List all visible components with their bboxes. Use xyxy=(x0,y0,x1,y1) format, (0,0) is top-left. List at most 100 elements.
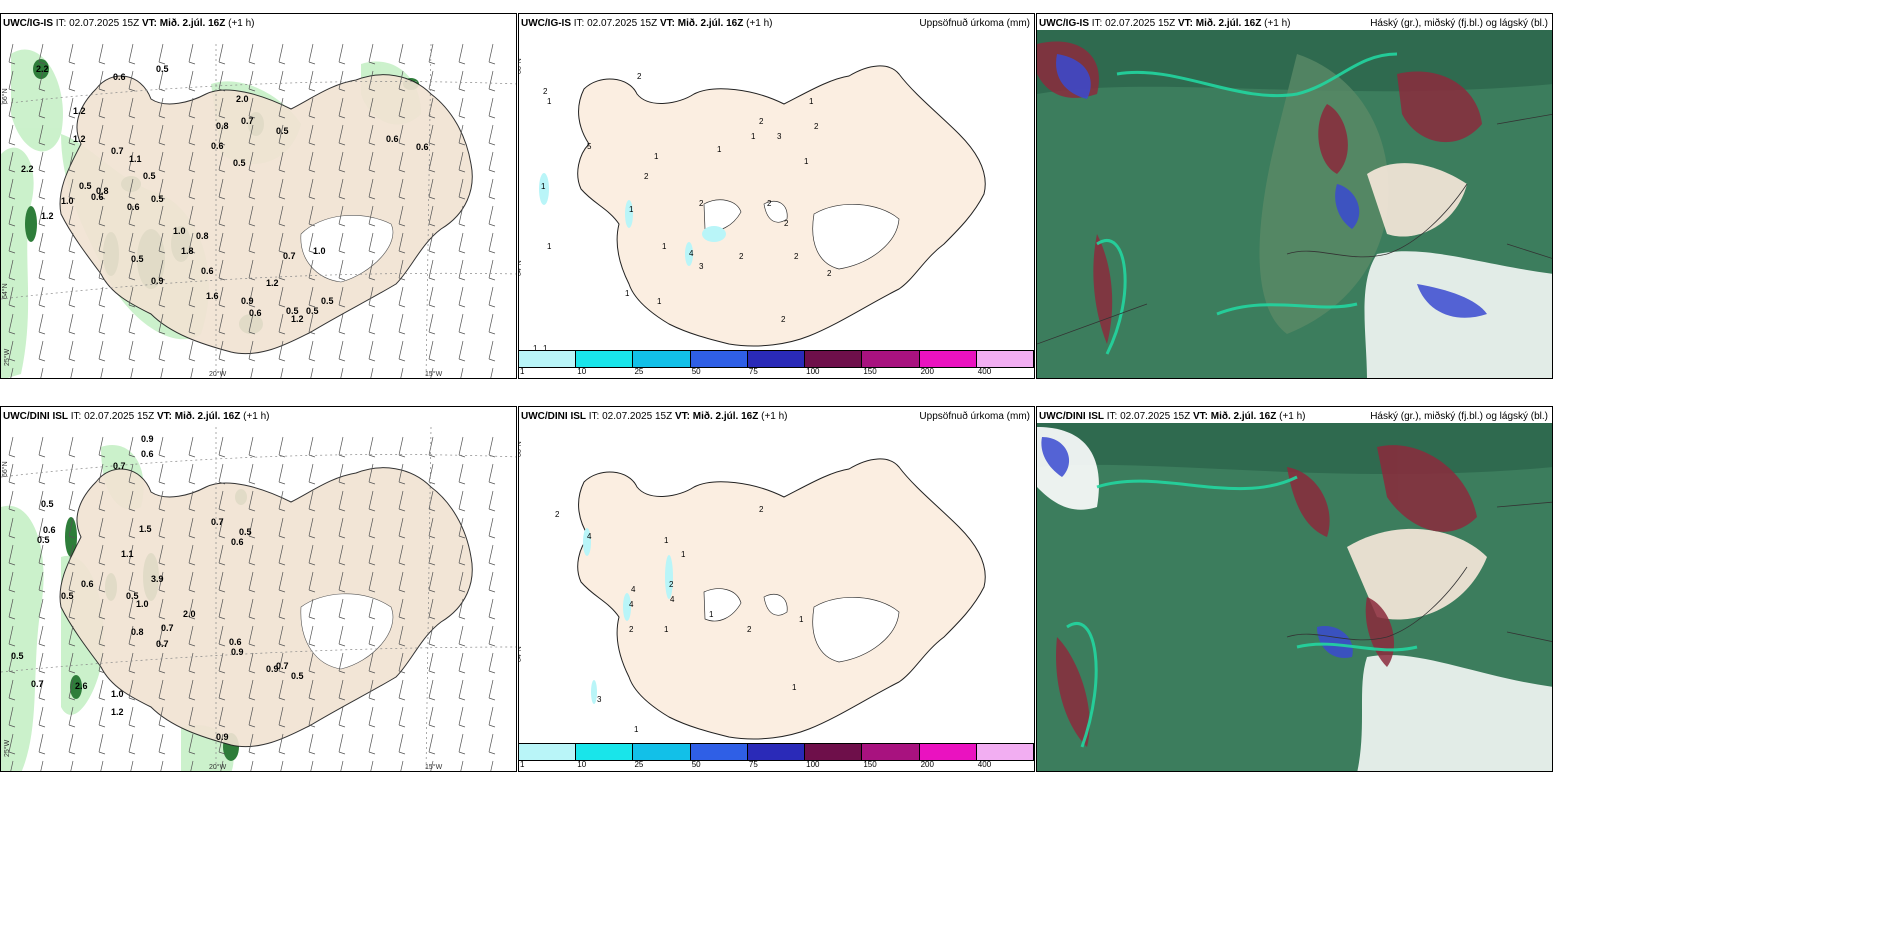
precip-value: 1 xyxy=(804,157,809,166)
wind-barb xyxy=(398,97,406,119)
wind-barbs xyxy=(8,43,496,378)
map-canvas[interactable]: 0.90.60.70.50.60.51.51.13.90.60.5 0.51.00… xyxy=(1,407,517,772)
precip-value: 1.2 xyxy=(291,314,304,324)
wind-barb xyxy=(428,652,436,674)
wind-barb xyxy=(368,679,376,701)
wind-barb xyxy=(158,340,166,362)
wind-barb xyxy=(308,436,316,458)
wind-barb xyxy=(218,232,226,254)
wind-barb xyxy=(70,367,74,378)
wind-barb xyxy=(338,679,346,701)
wind-barb xyxy=(188,544,196,566)
wind-barb xyxy=(68,178,76,200)
wind-barb xyxy=(338,652,346,674)
wind-barb xyxy=(188,436,196,458)
wind-barb xyxy=(8,286,16,308)
wind-barb xyxy=(158,625,166,647)
wind-barb xyxy=(398,463,406,485)
wind-barb xyxy=(10,760,14,771)
wind-barb xyxy=(218,97,226,119)
wind-barb xyxy=(128,232,136,254)
map-canvas[interactable] xyxy=(1037,407,1553,772)
wind-barb xyxy=(368,571,376,593)
wind-barb xyxy=(338,436,346,458)
precip-value: 0.6 xyxy=(249,308,262,318)
wind-barb xyxy=(428,259,436,281)
wind-barb xyxy=(428,490,436,512)
precip-value: 0.5 xyxy=(156,64,169,74)
wind-barb xyxy=(488,679,496,701)
wind-barb xyxy=(488,151,496,173)
precip-value: 0.6 xyxy=(211,141,224,151)
map-canvas[interactable]: 2 2 4 1 1 2 4 4 2 4 1 1 2 1 1 3 1 xyxy=(519,407,1035,747)
colorbar-tick-label: 400 xyxy=(977,367,992,376)
wind-barb xyxy=(248,733,256,755)
wind-barb xyxy=(188,598,196,620)
wind-barb xyxy=(398,340,406,362)
colorbar-swatch xyxy=(805,744,863,760)
wind-barb xyxy=(98,70,106,92)
wind-barb xyxy=(428,436,436,458)
wind-barb xyxy=(8,436,16,458)
wind-barb xyxy=(398,259,406,281)
wind-barb xyxy=(248,178,256,200)
wind-barb xyxy=(98,517,106,539)
colorbar-tick-label: 400 xyxy=(977,760,992,769)
wind-barb xyxy=(98,286,106,308)
graticule xyxy=(1,426,516,771)
wind-barb xyxy=(338,313,346,335)
wind-barb xyxy=(458,625,466,647)
wind-barb xyxy=(40,367,44,378)
wind-barb xyxy=(338,625,346,647)
wind-barb xyxy=(308,490,316,512)
wind-barb xyxy=(68,286,76,308)
mid-cloud-blue xyxy=(1056,54,1487,318)
precip-value: 0.6 xyxy=(416,142,429,152)
wind-barb xyxy=(458,733,466,755)
wind-barb xyxy=(488,232,496,254)
map-canvas[interactable] xyxy=(1037,14,1553,379)
wind-barb xyxy=(128,706,136,728)
precip-value: 0.5 xyxy=(286,306,299,316)
wind-barb xyxy=(128,43,136,65)
precip-value: 3.9 xyxy=(151,574,164,584)
precip-value: 3 xyxy=(777,132,782,141)
wind-barb xyxy=(158,571,166,593)
accumulated-precip-map-top: UWC/IG-IS IT: 02.07.2025 15Z VT: Mið. 2.… xyxy=(518,13,1035,379)
wind-barb xyxy=(278,544,286,566)
wind-barb xyxy=(160,367,164,378)
precip-value: 1 xyxy=(629,205,634,214)
wind-barb xyxy=(338,259,346,281)
wind-barb xyxy=(128,625,136,647)
wind-barb xyxy=(398,733,406,755)
colorbar-swatch xyxy=(919,351,977,367)
precip-value: 1.0 xyxy=(111,689,124,699)
precip-value: 1.2 xyxy=(73,106,86,116)
wind-barb xyxy=(218,463,226,485)
map-canvas[interactable]: 2.20.60.51.21.20.71.10.50.81.0 0.60.60.52… xyxy=(1,14,517,379)
wind-barb xyxy=(68,205,76,227)
precip-value: 1 xyxy=(717,145,722,154)
precip-value: 1.2 xyxy=(73,134,86,144)
wind-barb xyxy=(308,70,316,92)
wind-barb xyxy=(158,313,166,335)
precip-value: 2.0 xyxy=(236,94,249,104)
wind-barb xyxy=(158,259,166,281)
wind-barb xyxy=(68,436,76,458)
wind-barb xyxy=(278,232,286,254)
panel-subtitle: Uppsöfnuð úrkoma (mm) xyxy=(919,18,1030,29)
wind-barb xyxy=(8,70,16,92)
wind-barb xyxy=(488,286,496,308)
wind-barb xyxy=(158,706,166,728)
colorbar-tick-label: 50 xyxy=(691,760,701,769)
precip-value: 0.5 xyxy=(276,126,289,136)
wind-barb xyxy=(398,517,406,539)
wind-barb xyxy=(98,436,106,458)
wind-barb xyxy=(278,340,286,362)
wind-barb xyxy=(68,679,76,701)
wind-barb xyxy=(368,178,376,200)
wind-barb xyxy=(68,733,76,755)
wind-barb xyxy=(278,490,286,512)
colorbar-tick-label: 75 xyxy=(748,367,758,376)
